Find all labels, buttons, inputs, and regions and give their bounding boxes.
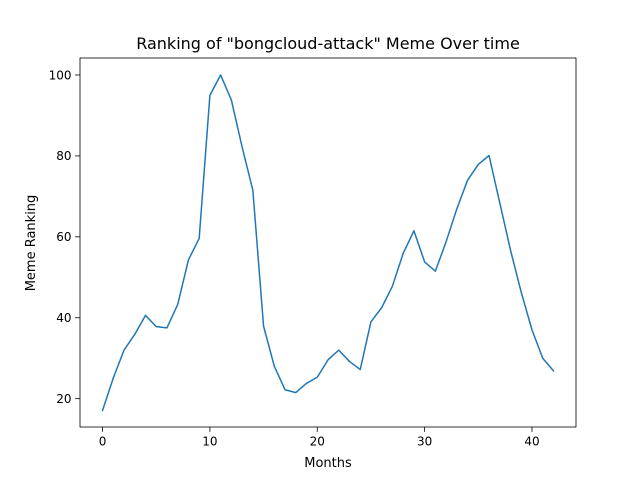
axes-frame: [79, 57, 577, 428]
series-line-0: [101, 74, 555, 412]
y-tick-label: 20: [56, 392, 71, 406]
x-axis-label: Months: [304, 456, 352, 471]
x-tick-label: 0: [99, 435, 107, 449]
x-tick-label: 20: [310, 435, 325, 449]
axes: 0 10 20 30 40 20 40 60 80 100: [49, 57, 577, 449]
chart-title: Ranking of "bongcloud-attack" Meme Over …: [136, 34, 520, 53]
x-tick-label: 10: [202, 435, 217, 449]
y-tick-label: 60: [56, 230, 71, 244]
x-tick-label: 40: [524, 435, 539, 449]
y-tick-label: 40: [56, 311, 71, 325]
y-tick-label: 100: [49, 68, 72, 82]
y-tick-label: 80: [56, 149, 71, 163]
plot-area: [101, 74, 555, 412]
y-axis-label: Meme Ranking: [24, 195, 39, 292]
x-tick-label: 30: [417, 435, 432, 449]
